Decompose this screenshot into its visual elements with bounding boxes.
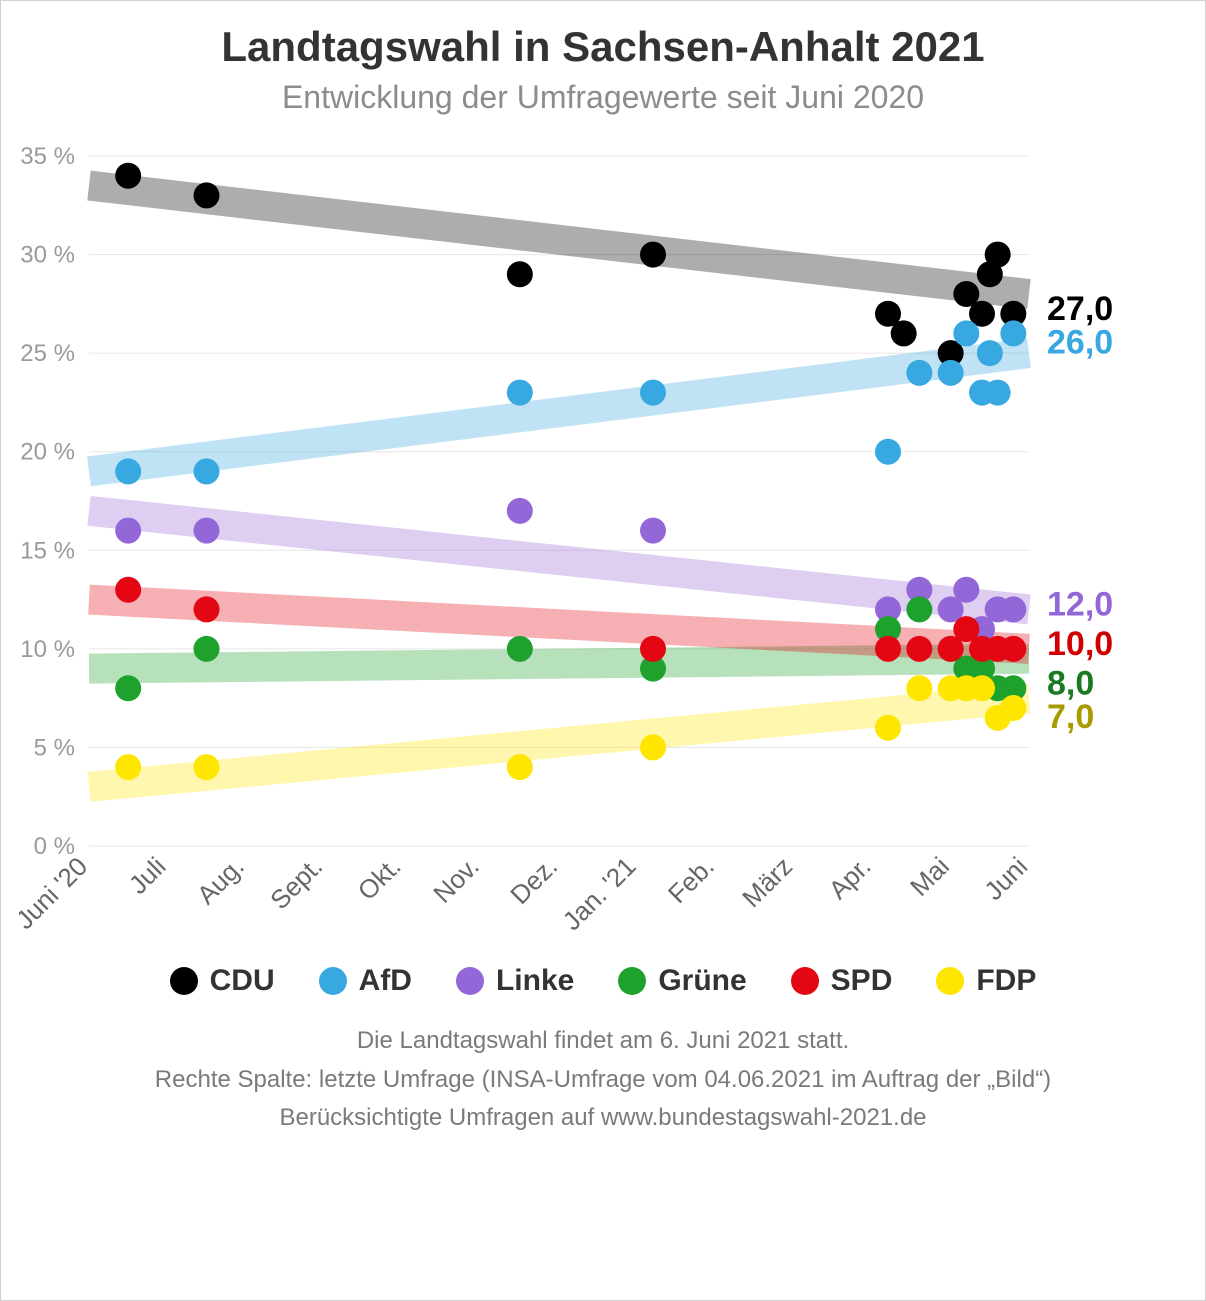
x-axis-tick: Dez. — [504, 851, 563, 910]
data-point — [194, 459, 220, 485]
footer-line: Die Landtagswahl findet am 6. Juni 2021 … — [19, 1022, 1187, 1060]
y-axis-tick: 20 % — [20, 439, 75, 466]
data-point — [1000, 597, 1026, 623]
data-point — [115, 676, 141, 702]
legend-item: CDU — [170, 964, 275, 998]
legend-label: CDU — [210, 964, 275, 998]
data-point — [507, 380, 533, 406]
x-axis-tick: Juni — [978, 851, 1033, 906]
data-point — [1000, 636, 1026, 662]
legend-dot-icon — [618, 967, 646, 995]
data-point — [875, 439, 901, 465]
chart-area: 0 %5 %10 %15 %20 %25 %30 %35 %27,026,012… — [19, 146, 1187, 946]
legend-item: FDP — [936, 964, 1036, 998]
data-point — [906, 597, 932, 623]
series-end-label: 27,0 — [1047, 290, 1113, 328]
data-point — [875, 636, 901, 662]
data-point — [194, 754, 220, 780]
data-point — [194, 518, 220, 544]
data-point — [507, 636, 533, 662]
legend-dot-icon — [936, 967, 964, 995]
y-axis-tick: 15 % — [20, 538, 75, 565]
y-axis-tick: 25 % — [20, 340, 75, 367]
legend: CDU AfD Linke Grüne SPD FDP — [19, 964, 1187, 998]
y-axis-tick: 30 % — [20, 242, 75, 269]
data-point — [985, 242, 1011, 268]
data-point — [953, 577, 979, 603]
x-axis-tick: Nov. — [427, 851, 485, 909]
legend-dot-icon — [319, 967, 347, 995]
data-point — [640, 518, 666, 544]
poll-scatter-chart: 0 %5 %10 %15 %20 %25 %30 %35 %27,026,012… — [19, 146, 1189, 946]
data-point — [640, 735, 666, 761]
x-axis-tick: Aug. — [191, 851, 250, 910]
trend-line — [89, 186, 1029, 294]
x-axis-tick: Feb. — [662, 851, 720, 909]
legend-dot-icon — [456, 967, 484, 995]
x-axis-tick: Mai — [904, 851, 955, 902]
x-axis-tick: Apr. — [823, 851, 877, 905]
x-axis-tick: März — [736, 851, 798, 913]
y-axis-tick: 10 % — [20, 636, 75, 663]
data-point — [194, 636, 220, 662]
data-point — [115, 459, 141, 485]
legend-item: Linke — [456, 964, 574, 998]
data-point — [906, 360, 932, 386]
footer-line: Rechte Spalte: letzte Umfrage (INSA-Umfr… — [19, 1061, 1187, 1099]
series-end-label: 7,0 — [1047, 698, 1094, 736]
data-point — [938, 360, 964, 386]
chart-title: Landtagswahl in Sachsen-Anhalt 2021 — [19, 23, 1187, 71]
chart-card: Landtagswahl in Sachsen-Anhalt 2021 Entw… — [0, 0, 1206, 1301]
legend-label: FDP — [976, 964, 1036, 998]
x-axis-tick: Sept. — [264, 851, 328, 915]
data-point — [977, 340, 1003, 366]
legend-item: Grüne — [618, 964, 746, 998]
legend-dot-icon — [170, 967, 198, 995]
series-end-label: 10,0 — [1047, 625, 1113, 663]
series-end-label: 12,0 — [1047, 586, 1113, 624]
data-point — [1000, 321, 1026, 347]
data-point — [507, 262, 533, 288]
legend-label: Grüne — [658, 964, 746, 998]
x-axis-tick: Juli — [123, 851, 172, 900]
data-point — [875, 715, 901, 741]
data-point — [985, 380, 1011, 406]
data-point — [891, 321, 917, 347]
data-point — [640, 242, 666, 268]
data-point — [906, 636, 932, 662]
x-axis-tick: Okt. — [352, 851, 407, 906]
legend-label: AfD — [359, 964, 412, 998]
chart-subtitle: Entwicklung der Umfragewerte seit Juni 2… — [19, 79, 1187, 116]
series-end-label: 26,0 — [1047, 324, 1113, 362]
x-axis-tick: Jan. '21 — [557, 851, 642, 936]
data-point — [194, 183, 220, 209]
legend-label: SPD — [831, 964, 893, 998]
data-point — [115, 754, 141, 780]
data-point — [640, 636, 666, 662]
chart-footer: Die Landtagswahl findet am 6. Juni 2021 … — [19, 1022, 1187, 1137]
x-axis-tick: Juni '20 — [19, 851, 93, 935]
y-axis-tick: 5 % — [34, 735, 75, 762]
data-point — [115, 577, 141, 603]
legend-dot-icon — [791, 967, 819, 995]
legend-item: SPD — [791, 964, 893, 998]
legend-label: Linke — [496, 964, 574, 998]
legend-item: AfD — [319, 964, 412, 998]
data-point — [953, 321, 979, 347]
data-point — [115, 163, 141, 189]
data-point — [969, 676, 995, 702]
data-point — [507, 498, 533, 524]
data-point — [115, 518, 141, 544]
data-point — [1000, 695, 1026, 721]
y-axis-tick: 35 % — [20, 146, 75, 170]
data-point — [194, 597, 220, 623]
data-point — [507, 754, 533, 780]
trend-line — [89, 698, 1029, 787]
series-end-label: 8,0 — [1047, 665, 1094, 703]
footer-line: Berücksichtigte Umfragen auf www.bundest… — [19, 1099, 1187, 1137]
data-point — [640, 380, 666, 406]
data-point — [906, 676, 932, 702]
